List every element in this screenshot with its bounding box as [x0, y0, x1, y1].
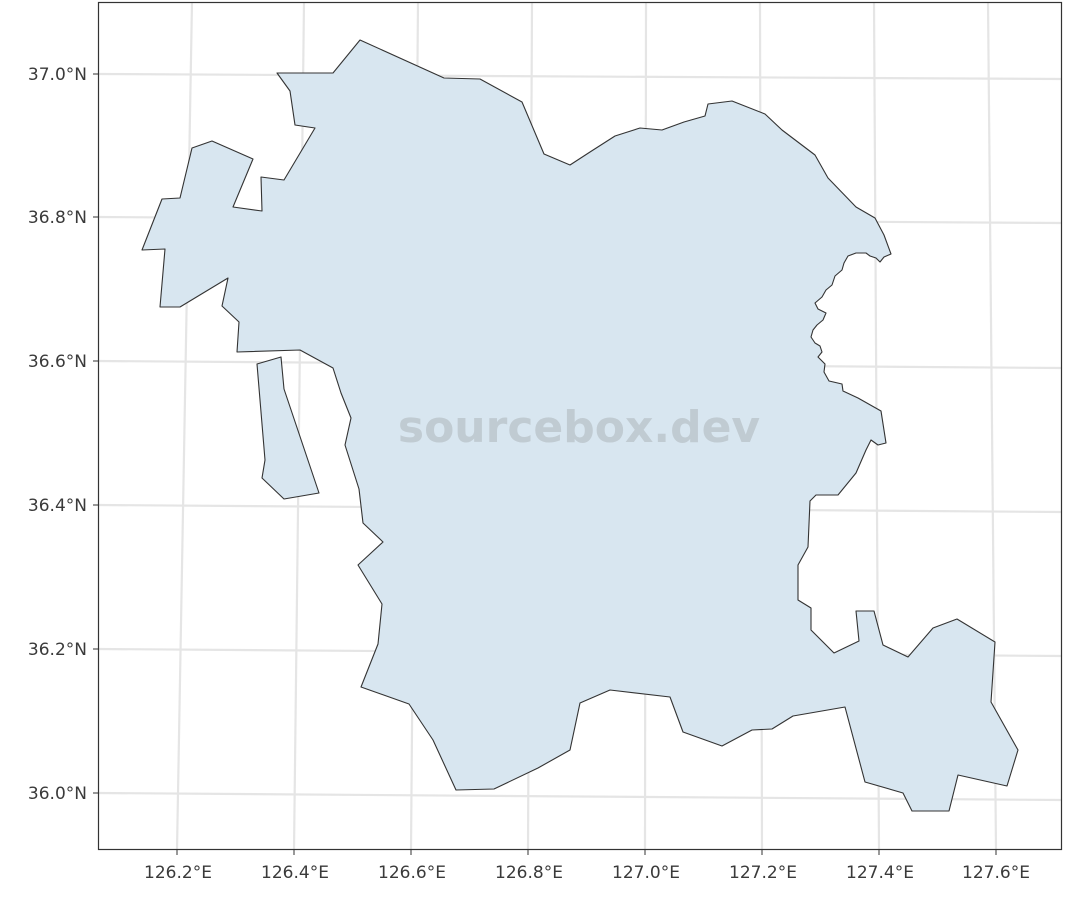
longitude-line-126-2 — [175, 1, 194, 851]
latitude-line-36-0 — [97, 791, 1063, 802]
x-tick-label: 127.4°E — [846, 863, 914, 883]
x-tick-label: 127.2°E — [729, 863, 797, 883]
latitude-line-37-0 — [97, 72, 1063, 81]
y-tick-label: 37.0°N — [28, 65, 87, 85]
x-tick-label: 126.8°E — [495, 863, 563, 883]
x-tick-label: 127.6°E — [962, 863, 1030, 883]
y-tick-label: 36.0°N — [28, 784, 87, 804]
region-island-polygon — [256, 356, 320, 500]
longitude-line-126-4 — [292, 1, 306, 851]
x-tick-label: 126.2°E — [144, 863, 212, 883]
y-axis: 37.0°N 36.8°N 36.6°N 36.4°N 36.2°N 36.0°… — [28, 65, 98, 804]
region-shapes — [141, 39, 1019, 812]
y-tick-label: 36.2°N — [28, 640, 87, 660]
x-tick-label: 126.6°E — [378, 863, 446, 883]
x-tick-label: 127.0°E — [612, 863, 680, 883]
x-tick-label: 126.4°E — [261, 863, 329, 883]
watermark: sourcebox.dev — [398, 402, 761, 453]
y-tick-label: 36.8°N — [28, 208, 87, 228]
y-tick-label: 36.4°N — [28, 496, 87, 516]
region-main-polygon — [141, 39, 1019, 812]
y-tick-label: 36.6°N — [28, 352, 87, 372]
plot-frame — [97, 1, 1063, 851]
x-axis: 126.2°E 126.4°E 126.6°E 126.8°E 127.0°E … — [144, 850, 1030, 883]
